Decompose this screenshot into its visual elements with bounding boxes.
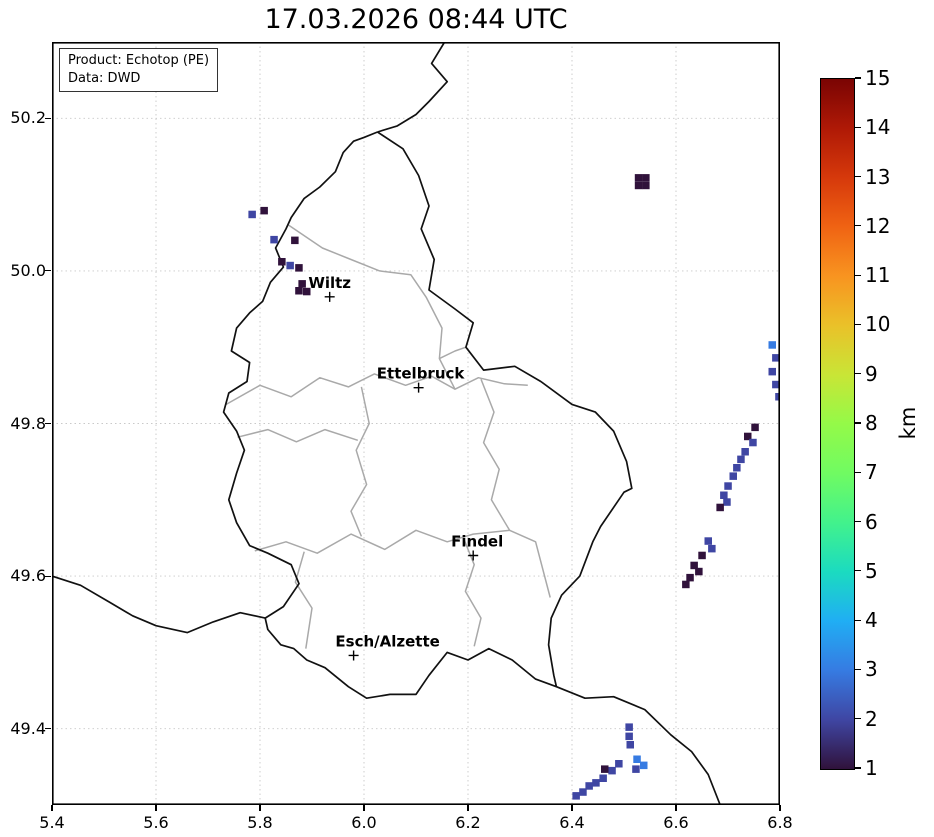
map-plot-area: Wiltz Ettelbruck Findel Esch/Alzette Produc… [52, 42, 780, 805]
colorbar-tick-label: 2 [865, 706, 878, 731]
y-tick-mark [45, 270, 51, 272]
y-tick-label: 49.6 [10, 566, 46, 586]
y-tick-label: 49.4 [10, 718, 46, 738]
x-tick-mark [155, 805, 157, 811]
colorbar-unit-label: km [896, 406, 920, 440]
y-tick-label: 50.2 [10, 108, 46, 128]
colorbar-tick-mark [854, 718, 861, 720]
colorbar-tick-mark [854, 471, 861, 473]
y-tick-label: 49.8 [10, 413, 46, 433]
colorbar-tick-mark [854, 126, 861, 128]
x-tick-mark [467, 805, 469, 811]
colorbar-tick-mark [854, 373, 861, 375]
colorbar-tick-label: 7 [865, 460, 878, 485]
colorbar-tick-label: 15 [865, 66, 891, 90]
colorbar-tick-label: 12 [865, 213, 891, 238]
colorbar-tick-label: 5 [865, 558, 878, 583]
x-tick-label: 6.8 [767, 813, 793, 832]
colorbar-tick-mark [854, 323, 861, 326]
colorbar-tick-label: 3 [865, 657, 878, 682]
colorbar-tick-label: 11 [865, 263, 891, 288]
colorbar-tick-mark [854, 422, 861, 424]
colorbar-tick-label: 1 [865, 756, 878, 780]
x-tick-label: 6.2 [455, 813, 481, 832]
y-tick-mark [45, 728, 51, 730]
colorbar-tick-mark [854, 668, 861, 671]
colorbar-tick-mark [854, 274, 861, 276]
colorbar-tick-label: 6 [865, 509, 878, 534]
colorbar-tick-mark [854, 520, 861, 523]
y-tick-mark [45, 422, 51, 425]
colorbar-tick-label: 8 [865, 411, 878, 435]
figure-title: 17.03.2026 08:44 UTC [264, 4, 568, 35]
x-tick-mark [779, 805, 781, 811]
x-tick-mark [675, 805, 677, 811]
y-tick-mark [45, 117, 51, 119]
colorbar-tick-label: 9 [865, 361, 878, 386]
colorbar-tick-label: 14 [865, 115, 891, 140]
colorbar-tick-label: 13 [865, 164, 891, 189]
legend-data-source-line: Data: DWD [68, 70, 141, 86]
y-tick-label: 50.0 [10, 260, 46, 280]
luxembourg-map-canvas: Wiltz Ettelbruck Findel Esch/Alzette [52, 42, 780, 805]
x-tick-mark [51, 805, 53, 811]
x-tick-mark [259, 805, 261, 811]
x-tick-label: 5.8 [247, 813, 273, 832]
x-tick-label: 6.0 [351, 813, 377, 832]
x-tick-label: 5.4 [39, 813, 65, 832]
y-tick-mark [45, 575, 51, 577]
colorbar-gradient [820, 78, 855, 770]
colorbar-unit-wrap: km [896, 399, 920, 447]
x-tick-label: 6.6 [663, 813, 689, 832]
x-tick-mark [363, 805, 365, 811]
product-legend-box: Product: Echotop (PE) Data: DWD [59, 48, 219, 93]
svg-text:Esch/Alzette: Esch/Alzette [335, 632, 439, 650]
colorbar-tick-mark [854, 570, 861, 572]
colorbar-tick-mark [854, 225, 861, 227]
colorbar-tick-mark [854, 175, 861, 178]
x-tick-mark [571, 805, 573, 811]
svg-text:Ettelbruck: Ettelbruck [377, 365, 466, 383]
x-tick-label: 6.4 [559, 813, 585, 832]
legend-product-line: Product: Echotop (PE) [68, 53, 210, 68]
svg-text:Wiltz: Wiltz [308, 274, 351, 292]
svg-text:Findel: Findel [451, 532, 503, 550]
x-tick-label: 5.6 [143, 813, 169, 832]
colorbar-tick-label: 10 [865, 312, 891, 337]
colorbar-tick-label: 4 [865, 608, 878, 633]
colorbar-tick-mark [854, 619, 861, 621]
colorbar-tick-mark [854, 77, 861, 79]
colorbar-tick-mark [854, 767, 861, 769]
